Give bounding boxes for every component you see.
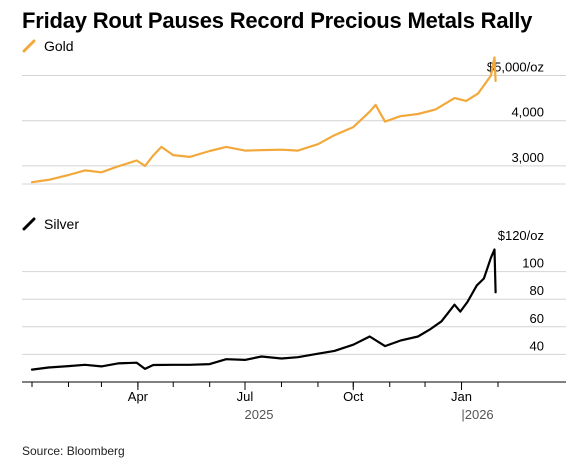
x-year-label-0: 2025	[245, 407, 274, 422]
source-note: Source: Bloomberg	[22, 444, 125, 458]
silver-ytick-label-1: 60	[530, 311, 544, 326]
legend-gold-label: Gold	[44, 38, 74, 54]
silver-ytick-label-3: 100	[522, 256, 544, 271]
chart-title: Friday Rout Pauses Record Precious Metal…	[22, 8, 533, 33]
silver-ytick-label-4: $120/oz	[498, 228, 544, 243]
legend-gold: Gold	[22, 38, 74, 54]
x-tick-label-0: Apr	[128, 389, 149, 404]
x-tick-label-3: Jan	[451, 389, 472, 404]
silver-line-icon	[22, 217, 36, 231]
gold-series-line	[30, 56, 497, 184]
silver-series-line	[30, 248, 497, 371]
legend-silver: Silver	[22, 216, 79, 232]
silver-ytick-label-2: 80	[530, 283, 544, 298]
x-tick-label-2: Oct	[343, 389, 364, 404]
gold-ytick-label-2: $5,000/oz	[487, 60, 544, 75]
legend-silver-label: Silver	[44, 216, 80, 232]
gold-line-icon	[22, 39, 36, 53]
silver-ytick-label-0: 40	[530, 338, 544, 353]
gold-ytick-label-0: 3,000	[511, 150, 544, 165]
x-tick-label-1: Jul	[237, 389, 254, 404]
x-year-label-1: |2026	[461, 407, 493, 422]
gold-ytick-label-1: 4,000	[511, 105, 544, 120]
